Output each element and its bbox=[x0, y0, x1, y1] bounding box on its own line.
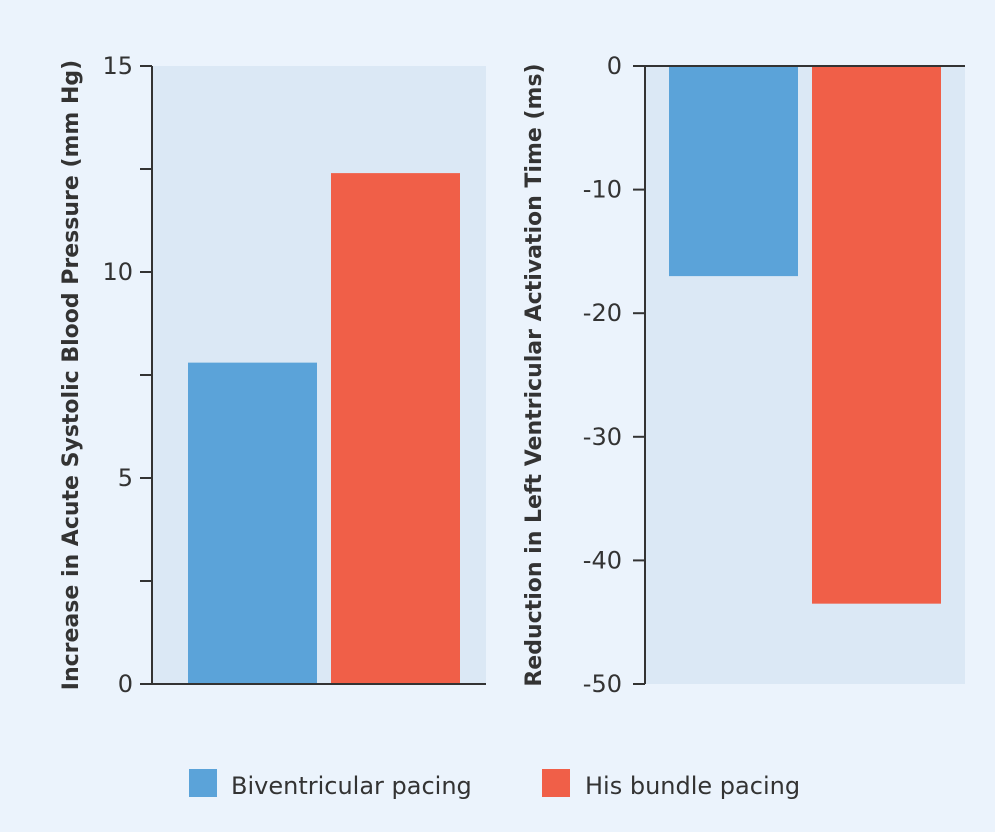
tick-label-0-10: 10 bbox=[102, 258, 133, 286]
y-axis-title-1: Reduction in Left Ventricular Activation… bbox=[522, 63, 547, 686]
bar-0-1 bbox=[331, 173, 460, 684]
legend: Biventricular pacing His bundle pacing bbox=[189, 769, 800, 800]
panel-blood-pressure: 0 5 10 15 Increase in Acute Systolic Blood P… bbox=[59, 52, 486, 698]
legend-label-his-bundle: His bundle pacing bbox=[585, 772, 800, 800]
tick-label-1--30: -30 bbox=[583, 423, 622, 451]
tick-label-1-0: 0 bbox=[607, 52, 622, 80]
tick-label-0-5: 5 bbox=[118, 464, 133, 492]
tick-label-1--20: -20 bbox=[583, 299, 622, 327]
panel-activation-time: 0 -10 -20 -30 -40 -50 Reduction in Left Ventri… bbox=[522, 52, 965, 698]
bar-1-1 bbox=[812, 66, 941, 604]
tick-label-1--50: -50 bbox=[583, 670, 622, 698]
legend-swatch-biventricular bbox=[189, 769, 217, 797]
legend-label-biventricular: Biventricular pacing bbox=[231, 772, 472, 800]
tick-label-1--40: -40 bbox=[583, 546, 622, 574]
tick-label-0-0: 0 bbox=[118, 670, 133, 698]
bar-0-0 bbox=[188, 362, 317, 684]
y-axis-title-0: Increase in Acute Systolic Blood Pressur… bbox=[59, 60, 84, 690]
tick-label-1--10: -10 bbox=[583, 176, 622, 204]
tick-label-0-15: 15 bbox=[102, 52, 133, 80]
legend-swatch-his-bundle bbox=[542, 769, 570, 797]
bar-1-0 bbox=[669, 66, 798, 277]
